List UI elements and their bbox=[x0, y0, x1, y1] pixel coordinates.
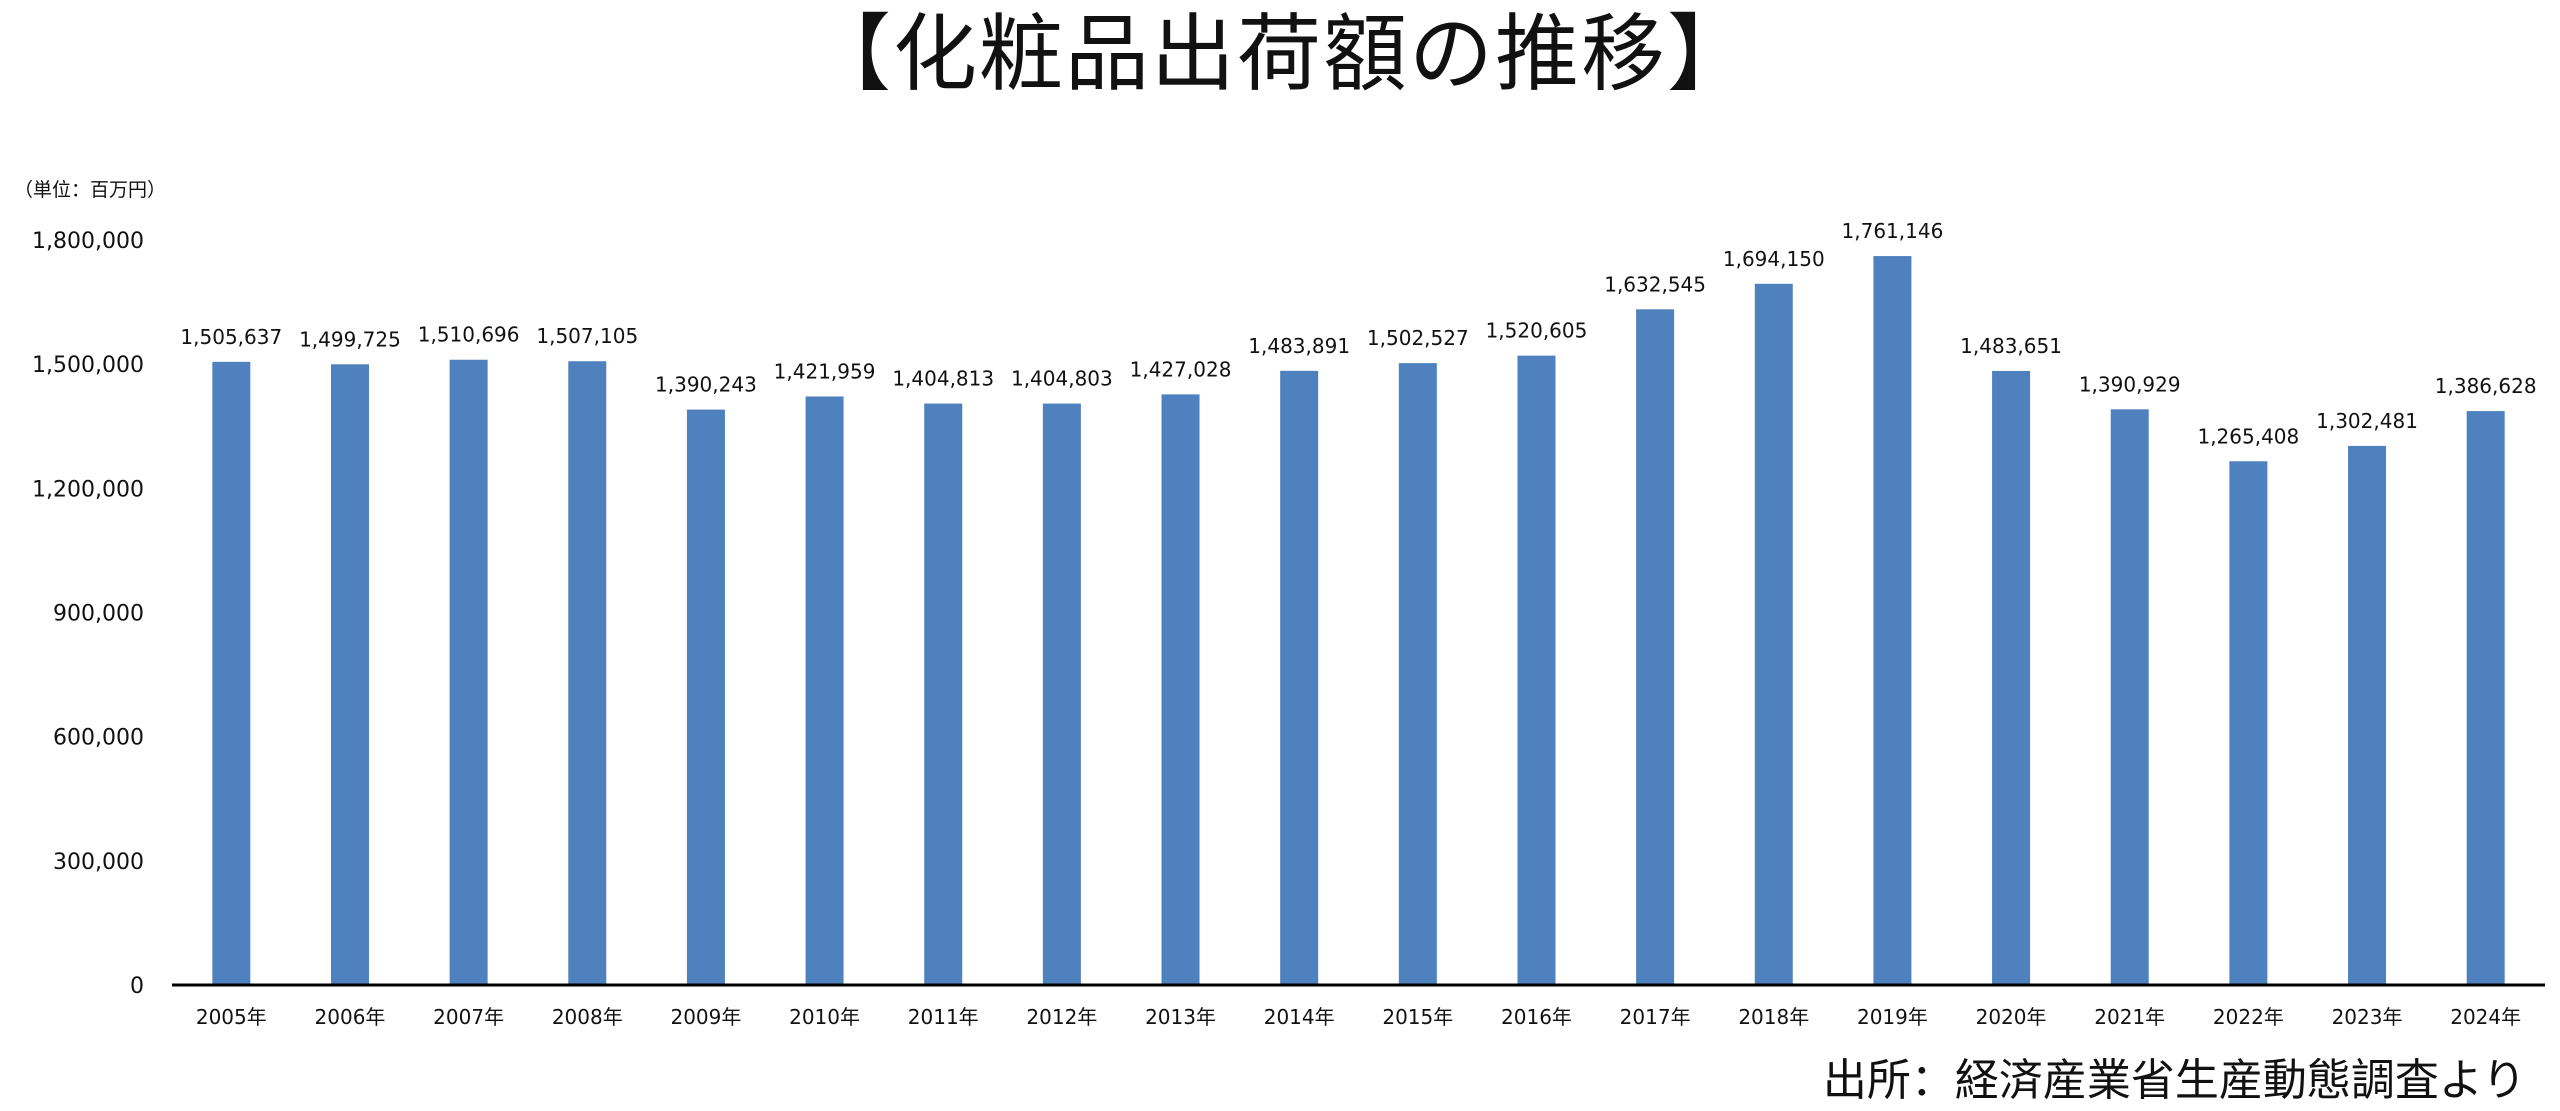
y-tick-label: 1,800,000 bbox=[32, 229, 144, 254]
source-note: 出所：経済産業省生産動態調査より bbox=[1822, 1055, 2526, 1106]
bar bbox=[805, 396, 844, 985]
x-tick-label: 2021年 bbox=[2094, 1005, 2165, 1029]
x-tick-label: 2009年 bbox=[670, 1005, 741, 1029]
y-tick-label: 1,500,000 bbox=[32, 353, 144, 378]
value-label: 1,404,803 bbox=[1011, 367, 1113, 391]
bar bbox=[1517, 355, 1556, 985]
x-tick-label: 2008年 bbox=[552, 1005, 623, 1029]
bar bbox=[449, 359, 488, 985]
bar bbox=[568, 361, 607, 986]
x-tick-label: 2017年 bbox=[1620, 1005, 1691, 1029]
value-label: 1,483,651 bbox=[1960, 334, 2062, 358]
x-tick-label: 2014年 bbox=[1264, 1005, 1335, 1029]
bar bbox=[1992, 370, 2031, 985]
value-label: 1,502,527 bbox=[1367, 326, 1469, 350]
x-tick-label: 2020年 bbox=[1976, 1005, 2047, 1029]
x-tick-label: 2024年 bbox=[2450, 1005, 2521, 1029]
x-tick-label: 2007年 bbox=[433, 1005, 504, 1029]
bar bbox=[2110, 409, 2149, 985]
x-tick-label: 2016年 bbox=[1501, 1005, 1572, 1029]
x-tick-label: 2010年 bbox=[789, 1005, 860, 1029]
value-label: 1,427,028 bbox=[1130, 357, 1232, 381]
bar bbox=[1042, 403, 1081, 986]
bar bbox=[2348, 445, 2387, 985]
value-label: 1,265,408 bbox=[2197, 424, 2299, 448]
x-tick-label: 2015年 bbox=[1382, 1005, 1453, 1029]
value-label: 1,421,959 bbox=[774, 359, 876, 383]
bar bbox=[1754, 283, 1793, 985]
bar bbox=[2229, 461, 2268, 985]
y-tick-label: 900,000 bbox=[53, 602, 144, 627]
bar bbox=[2466, 411, 2505, 985]
unit-label: （単位：百万円） bbox=[14, 179, 167, 201]
value-label: 1,507,105 bbox=[536, 324, 638, 348]
x-axis-ticks: 2005年 2006年 2007年 2008年 2009年 2010年 2011年 2012年… bbox=[196, 1005, 2521, 1029]
bar bbox=[1873, 256, 1912, 985]
bar bbox=[1280, 370, 1319, 986]
bar bbox=[924, 403, 963, 986]
bar bbox=[212, 361, 251, 985]
bar bbox=[1398, 363, 1437, 986]
y-tick-label: 0 bbox=[130, 974, 144, 999]
value-label: 1,302,481 bbox=[2316, 409, 2418, 433]
value-label: 1,499,725 bbox=[299, 327, 401, 351]
value-label: 1,632,545 bbox=[1604, 272, 1706, 296]
y-axis-ticks: 0 300,000 600,000 900,000 1,200,000 1,500,000… bbox=[32, 229, 144, 999]
x-tick-label: 2018年 bbox=[1738, 1005, 1809, 1029]
value-label: 1,505,637 bbox=[180, 325, 282, 349]
value-label: 1,390,243 bbox=[655, 373, 757, 397]
x-tick-label: 2011年 bbox=[908, 1005, 979, 1029]
value-label: 1,761,146 bbox=[1842, 219, 1944, 243]
bar bbox=[330, 364, 369, 985]
bar bbox=[686, 409, 725, 985]
x-tick-label: 2019年 bbox=[1857, 1005, 1928, 1029]
value-label: 1,404,813 bbox=[892, 367, 994, 391]
value-label: 1,520,605 bbox=[1486, 319, 1588, 343]
bars bbox=[212, 256, 2505, 986]
value-labels: 1,505,637 1,499,725 1,510,696 1,507,105 1,39… bbox=[180, 219, 2536, 448]
bar bbox=[1636, 309, 1675, 986]
x-tick-label: 2023年 bbox=[2332, 1005, 2403, 1029]
value-label: 1,694,150 bbox=[1723, 247, 1825, 271]
value-label: 1,390,929 bbox=[2079, 372, 2181, 396]
value-label: 1,386,628 bbox=[2435, 374, 2537, 398]
x-tick-label: 2022年 bbox=[2213, 1005, 2284, 1029]
x-tick-label: 2006年 bbox=[315, 1005, 386, 1029]
y-tick-label: 1,200,000 bbox=[32, 477, 144, 502]
chart-title: 【化粧品出荷額の推移】 bbox=[806, 5, 1753, 103]
y-tick-label: 600,000 bbox=[53, 726, 144, 751]
x-tick-label: 2013年 bbox=[1145, 1005, 1216, 1029]
value-label: 1,510,696 bbox=[418, 323, 520, 347]
y-tick-label: 300,000 bbox=[53, 850, 144, 875]
value-label: 1,483,891 bbox=[1248, 334, 1350, 358]
x-tick-label: 2005年 bbox=[196, 1005, 267, 1029]
bar bbox=[1161, 394, 1200, 985]
x-tick-label: 2012年 bbox=[1026, 1005, 1097, 1029]
